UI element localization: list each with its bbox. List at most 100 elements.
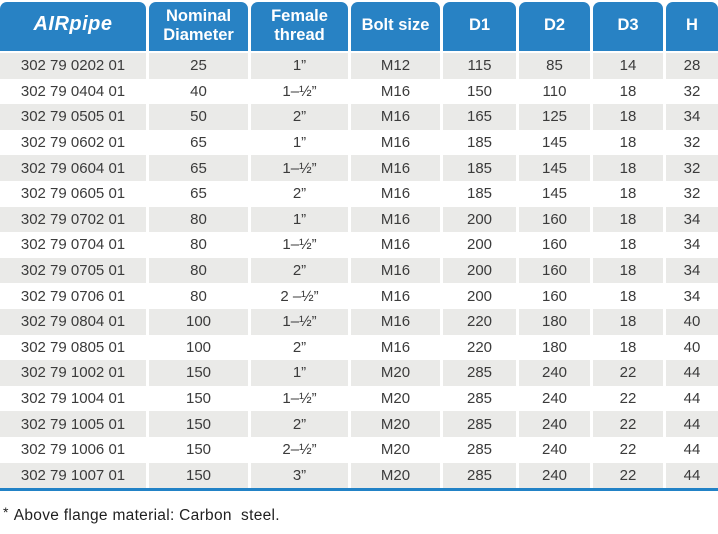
- part-number-cell: 302 79 0704 01: [0, 232, 146, 258]
- d2-cell: 240: [519, 462, 590, 489]
- d3-cell: 18: [593, 206, 663, 233]
- d1-cell: 285: [443, 462, 516, 489]
- thread-cell: 1”: [251, 53, 348, 79]
- d3-cell: 18: [593, 232, 663, 258]
- bolt-cell: M16: [351, 257, 440, 284]
- d2-cell: 240: [519, 385, 590, 412]
- nominal-cell: 50: [149, 104, 248, 130]
- thread-cell: 3”: [251, 462, 348, 489]
- thread-cell: 1”: [251, 360, 348, 386]
- d1-cell: 200: [443, 257, 516, 284]
- nominal-cell: 65: [149, 129, 248, 156]
- d2-cell: 180: [519, 308, 590, 335]
- table-row: 302 79 1007 01 150 3” M20 285 240 22 44: [0, 462, 718, 489]
- bolt-cell: M20: [351, 436, 440, 463]
- h-cell: 32: [666, 129, 718, 156]
- nominal-cell: 80: [149, 232, 248, 258]
- part-number-cell: 302 79 1007 01: [0, 462, 146, 489]
- thread-cell: 2”: [251, 104, 348, 130]
- bolt-cell: M16: [351, 206, 440, 233]
- h-cell: 34: [666, 283, 718, 309]
- thread-cell: 2”: [251, 257, 348, 284]
- bolt-cell: M16: [351, 308, 440, 335]
- nominal-cell: 65: [149, 155, 248, 181]
- d1-cell: 220: [443, 308, 516, 335]
- d3-cell: 18: [593, 155, 663, 181]
- part-number-cell: 302 79 0705 01: [0, 257, 146, 284]
- table-row: 302 79 0602 01 65 1” M16 185 145 18 32: [0, 129, 718, 156]
- d3-cell: 18: [593, 180, 663, 207]
- d3-cell: 22: [593, 385, 663, 412]
- part-number-cell: 302 79 0602 01: [0, 129, 146, 156]
- h-cell: 40: [666, 308, 718, 335]
- table-bottom-border: [0, 488, 718, 492]
- d3-cell: 18: [593, 283, 663, 309]
- nominal-cell: 150: [149, 360, 248, 386]
- d2-cell: 160: [519, 283, 590, 309]
- h-cell: 34: [666, 206, 718, 233]
- d1-cell: 185: [443, 129, 516, 156]
- col-header-bolt-size: Bolt size: [351, 2, 440, 51]
- col-header-d2: D2: [519, 2, 590, 51]
- nominal-cell: 65: [149, 180, 248, 207]
- table-row: 302 79 0805 01 100 2” M16 220 180 18 40: [0, 334, 718, 361]
- nominal-cell: 150: [149, 385, 248, 412]
- bolt-cell: M20: [351, 462, 440, 489]
- table-row: 302 79 1002 01 150 1” M20 285 240 22 44: [0, 360, 718, 386]
- h-cell: 44: [666, 436, 718, 463]
- table-row: 302 79 0804 01 100 1–½” M16 220 180 18 40: [0, 308, 718, 335]
- d2-cell: 145: [519, 155, 590, 181]
- table-header: AIRpipe Nominal Diameter Female thread B…: [0, 0, 718, 51]
- thread-cell: 1”: [251, 129, 348, 156]
- d3-cell: 18: [593, 334, 663, 361]
- bolt-cell: M16: [351, 283, 440, 309]
- part-number-cell: 302 79 1004 01: [0, 385, 146, 412]
- d3-cell: 22: [593, 411, 663, 437]
- d2-cell: 240: [519, 360, 590, 386]
- d2-cell: 125: [519, 104, 590, 130]
- d1-cell: 115: [443, 53, 516, 79]
- part-number-cell: 302 79 0804 01: [0, 308, 146, 335]
- part-number-cell: 302 79 0605 01: [0, 180, 146, 207]
- footnote-marker: *: [3, 504, 9, 521]
- d3-cell: 18: [593, 78, 663, 105]
- d2-cell: 160: [519, 257, 590, 284]
- d1-cell: 185: [443, 180, 516, 207]
- d2-cell: 110: [519, 78, 590, 105]
- bolt-cell: M16: [351, 155, 440, 181]
- h-cell: 44: [666, 385, 718, 412]
- d3-cell: 18: [593, 257, 663, 284]
- h-cell: 32: [666, 155, 718, 181]
- h-cell: 34: [666, 104, 718, 130]
- d2-cell: 240: [519, 411, 590, 437]
- part-number-cell: 302 79 0404 01: [0, 78, 146, 105]
- thread-cell: 2–½”: [251, 436, 348, 463]
- h-cell: 28: [666, 53, 718, 79]
- d2-cell: 145: [519, 180, 590, 207]
- part-number-cell: 302 79 1006 01: [0, 436, 146, 463]
- h-cell: 44: [666, 411, 718, 437]
- d2-cell: 180: [519, 334, 590, 361]
- table-row: 302 79 0604 01 65 1–½” M16 185 145 18 32: [0, 155, 718, 181]
- h-cell: 32: [666, 78, 718, 105]
- footnote: * Above flange material: Carbon steel.: [3, 504, 718, 525]
- d1-cell: 150: [443, 78, 516, 105]
- d2-cell: 85: [519, 53, 590, 79]
- part-number-cell: 302 79 0706 01: [0, 283, 146, 309]
- table-row: 302 79 1006 01 150 2–½” M20 285 240 22 44: [0, 436, 718, 463]
- thread-cell: 2”: [251, 334, 348, 361]
- table-row: 302 79 1004 01 150 1–½” M20 285 240 22 44: [0, 385, 718, 412]
- d3-cell: 22: [593, 462, 663, 489]
- part-number-cell: 302 79 0805 01: [0, 334, 146, 361]
- nominal-cell: 80: [149, 206, 248, 233]
- d1-cell: 200: [443, 283, 516, 309]
- part-number-cell: 302 79 0604 01: [0, 155, 146, 181]
- part-number-cell: 302 79 0202 01: [0, 53, 146, 79]
- nominal-cell: 100: [149, 308, 248, 335]
- footnote-text: Above flange material: Carbon steel.: [13, 507, 280, 525]
- d1-cell: 285: [443, 436, 516, 463]
- d1-cell: 165: [443, 104, 516, 130]
- d3-cell: 22: [593, 360, 663, 386]
- table-row: 302 79 0706 01 80 2 –½” M16 200 160 18 34: [0, 283, 718, 309]
